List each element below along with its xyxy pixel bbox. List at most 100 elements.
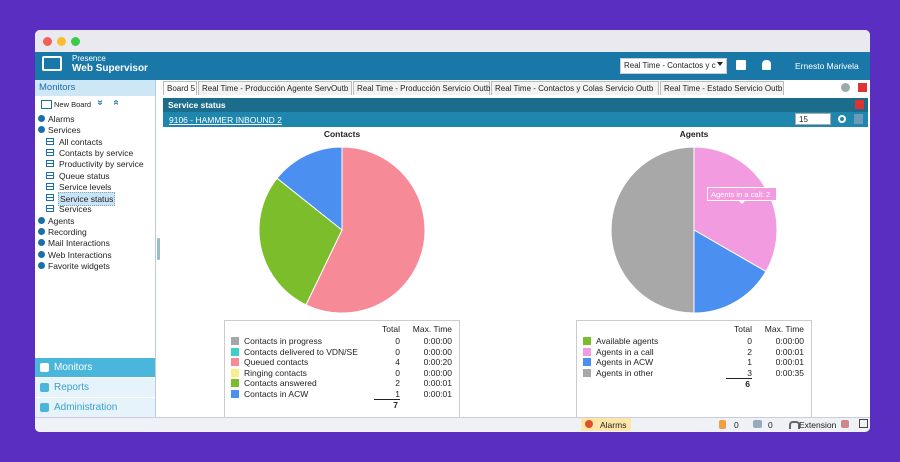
tab[interactable]: Board 5 bbox=[163, 81, 197, 95]
legend-swatch bbox=[231, 347, 239, 356]
board-select[interactable]: Real Time - Contactos y c bbox=[620, 58, 727, 74]
legend-swatch bbox=[583, 368, 591, 377]
fullscreen-icon[interactable] bbox=[859, 419, 868, 428]
column-header: Max. Time bbox=[412, 324, 452, 334]
item-max-time: 0:00:01 bbox=[775, 346, 804, 357]
tab[interactable]: Real Time - Contactos y Colas Servicio O… bbox=[491, 81, 659, 95]
tree-item[interactable]: Web Interactions bbox=[48, 249, 112, 260]
grand-total: 7 bbox=[393, 400, 398, 410]
legend-name: Contacts in ACW bbox=[244, 388, 309, 399]
alarm-icon bbox=[585, 420, 593, 428]
legend-name: Contacts delivered to VDN/SE bbox=[244, 346, 358, 357]
tree-icon bbox=[38, 261, 45, 269]
tab-menu[interactable] bbox=[841, 83, 850, 92]
item-max-time: 0:00:01 bbox=[423, 388, 452, 399]
legend-swatch bbox=[583, 347, 591, 356]
nav-label[interactable]: Reports bbox=[54, 382, 90, 393]
panel-close[interactable] bbox=[855, 100, 864, 109]
tree-item[interactable]: Mail Interactions bbox=[48, 238, 110, 249]
legend-name: Ringing contacts bbox=[244, 367, 307, 378]
tree-icon bbox=[46, 160, 54, 168]
column-header: Max. Time bbox=[764, 324, 804, 334]
nav-label[interactable]: Monitors bbox=[54, 362, 93, 373]
tree-item[interactable]: Queue status bbox=[59, 170, 110, 181]
extension-label[interactable]: Extension bbox=[799, 420, 837, 430]
user-name[interactable]: Ernesto Marivela bbox=[795, 61, 859, 71]
tree-item[interactable]: Services bbox=[48, 125, 81, 136]
tab[interactable]: Real Time - Estado Servicio Outb bbox=[660, 81, 784, 95]
tab[interactable]: Real Time - Producción Agente ServOutb bbox=[198, 81, 352, 95]
tree-item[interactable]: Services bbox=[59, 204, 92, 215]
tree-item[interactable]: Contacts by service bbox=[59, 147, 134, 158]
item-max-time: 0:00:20 bbox=[423, 357, 452, 367]
legend-swatch bbox=[231, 337, 239, 345]
tree-icon bbox=[38, 250, 45, 258]
tree-item[interactable]: Alarms bbox=[48, 114, 75, 124]
item-max-time: 0:00:00 bbox=[423, 367, 452, 378]
tree-icon bbox=[46, 137, 54, 145]
tree-icon bbox=[38, 126, 45, 134]
refresh-icon[interactable] bbox=[838, 115, 846, 123]
nav-label[interactable]: Administration bbox=[54, 402, 118, 413]
board-icon bbox=[41, 100, 52, 109]
tree-item[interactable]: Productivity by service bbox=[59, 159, 144, 170]
tree-icon bbox=[38, 115, 45, 122]
item-total: 0 bbox=[747, 336, 752, 346]
nav-item[interactable] bbox=[35, 398, 155, 417]
tab[interactable]: Real Time - Producción Servicio Outb bbox=[353, 81, 490, 95]
pie-slice bbox=[610, 146, 695, 314]
column-header: Total bbox=[382, 324, 400, 334]
tree-item[interactable]: Agents bbox=[48, 215, 75, 226]
hand-icon bbox=[719, 420, 726, 429]
close-all[interactable] bbox=[858, 83, 867, 92]
nav-icon bbox=[40, 383, 49, 392]
item-total: 0 bbox=[395, 346, 400, 357]
nav-icon bbox=[40, 403, 49, 412]
save-icon[interactable] bbox=[736, 60, 746, 70]
item-max-time: 0:00:00 bbox=[775, 336, 804, 346]
window-dot bbox=[57, 37, 66, 46]
sidebar-title: Monitors bbox=[35, 80, 155, 96]
splitter[interactable] bbox=[157, 238, 160, 260]
settings-icon[interactable] bbox=[854, 114, 863, 124]
item-max-time: 0:00:01 bbox=[775, 357, 804, 367]
hand-count: 0 bbox=[734, 420, 739, 430]
logo-icon bbox=[42, 56, 62, 71]
item-total: 4 bbox=[395, 357, 400, 367]
legend-name: Agents in other bbox=[596, 367, 654, 378]
legend-swatch bbox=[583, 358, 591, 366]
alarms-label[interactable]: Alarms bbox=[600, 420, 627, 430]
pie-slice bbox=[276, 146, 343, 232]
status-tool[interactable] bbox=[841, 420, 849, 428]
tree-item[interactable]: All contacts bbox=[59, 136, 103, 147]
nav-item[interactable] bbox=[35, 378, 155, 397]
service-bar bbox=[163, 112, 868, 127]
item-max-time: 0:00:00 bbox=[423, 336, 452, 346]
tree-icon bbox=[46, 194, 54, 202]
legend-name: Agents in ACW bbox=[596, 357, 654, 367]
legend-swatch bbox=[231, 389, 239, 398]
legend-box bbox=[224, 320, 460, 432]
tree-item[interactable]: Favorite widgets bbox=[48, 260, 110, 271]
legend-swatch bbox=[231, 368, 239, 377]
tree-item[interactable]: Service levels bbox=[59, 181, 112, 192]
nav-item[interactable] bbox=[35, 358, 155, 377]
legend-name: Agents in a call bbox=[596, 346, 654, 357]
pie-slice bbox=[258, 177, 343, 306]
tree-icon bbox=[38, 228, 45, 235]
refresh-input[interactable]: 15 bbox=[795, 113, 831, 125]
legend-name: Contacts answered bbox=[244, 378, 317, 388]
bell-icon[interactable] bbox=[762, 60, 771, 70]
item-total: 1 bbox=[395, 388, 400, 399]
tree-item[interactable]: Recording bbox=[48, 227, 87, 237]
grand-total: 6 bbox=[745, 379, 750, 389]
tree-item[interactable]: Service status bbox=[58, 192, 116, 207]
legend-name: Contacts in progress bbox=[244, 336, 322, 346]
pie-slice bbox=[305, 146, 426, 314]
alarms-button[interactable] bbox=[581, 418, 631, 431]
new-board[interactable]: New Board bbox=[54, 100, 92, 109]
legend-swatch bbox=[231, 379, 239, 387]
item-max-time: 0:00:01 bbox=[423, 378, 452, 388]
item-total: 3 bbox=[747, 367, 752, 378]
service-link[interactable]: 9106 - HAMMER INBOUND 2 bbox=[169, 115, 282, 125]
